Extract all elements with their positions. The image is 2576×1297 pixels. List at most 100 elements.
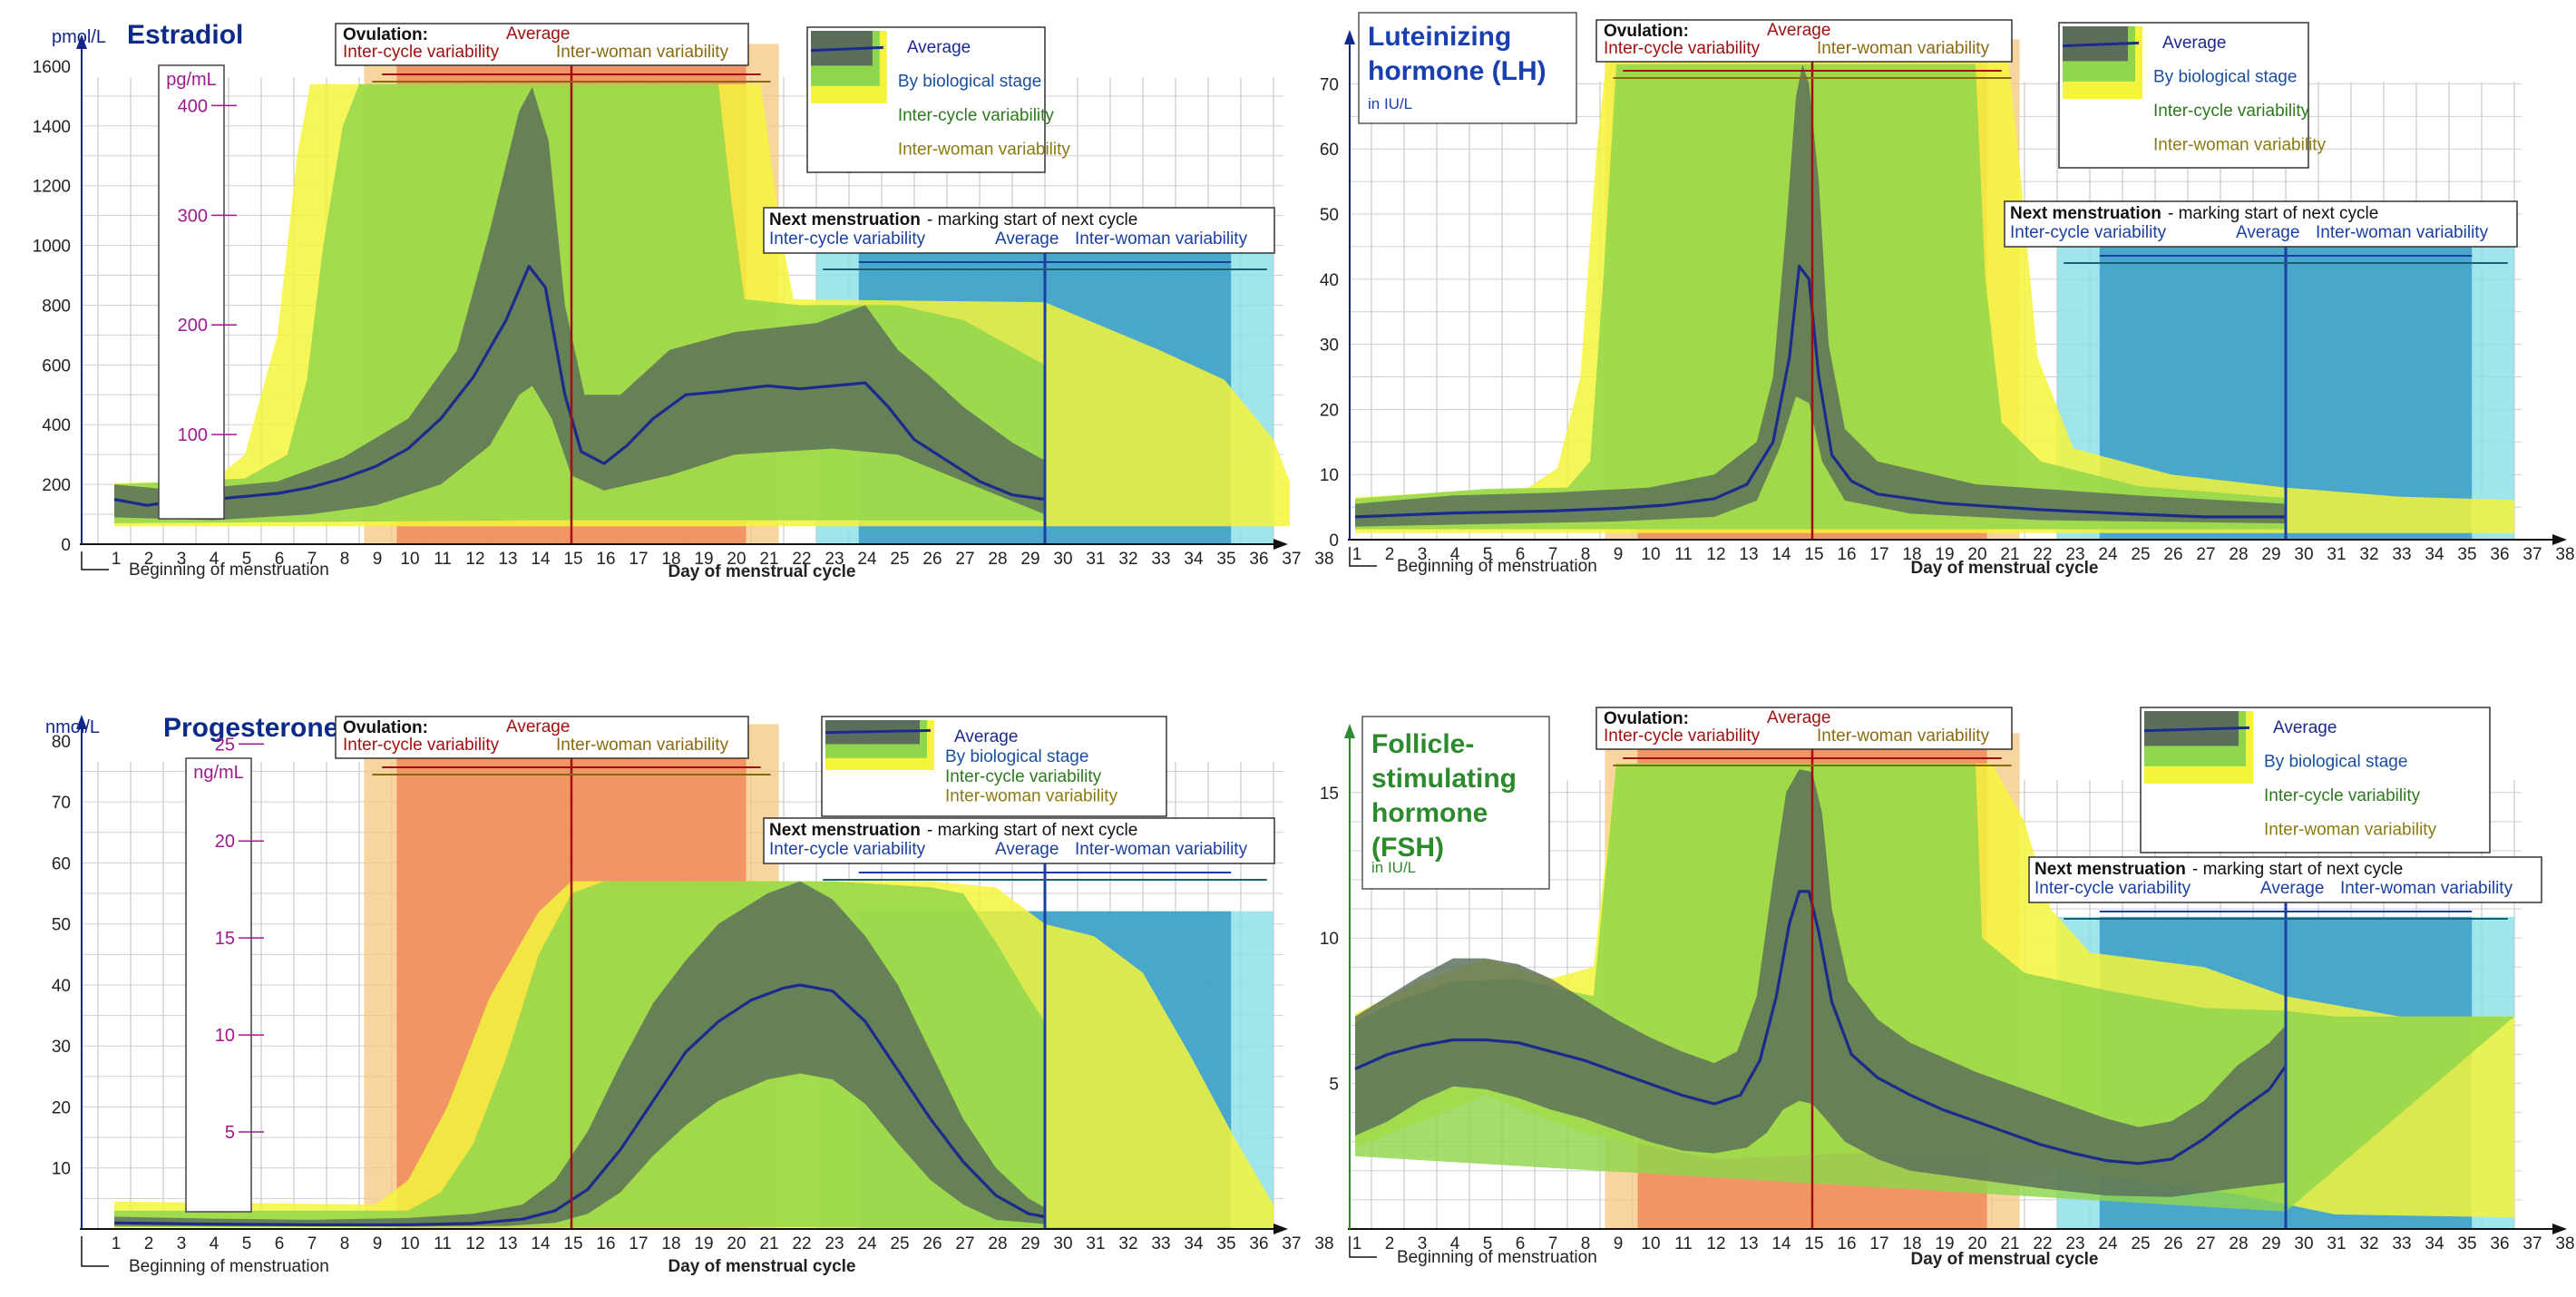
title-box [1358, 12, 1577, 124]
legend-bio-label: By biological stage [945, 747, 1088, 766]
x-axis-arrow [1273, 539, 1288, 550]
x-tick-label: 12 [465, 1234, 484, 1253]
x-tick-label: 5 [1483, 545, 1493, 564]
x-tick-label: 25 [890, 1234, 909, 1253]
ovulation-box [335, 716, 749, 759]
x-tick-label: 23 [825, 1234, 844, 1253]
y-tick-label: 1000 [33, 238, 71, 257]
x-tick-label: 35 [1216, 550, 1235, 569]
beginning-of-menstruation-label: Beginning of menstruation [129, 561, 329, 580]
y-tick-label: 80 [52, 733, 71, 752]
x-tick-label: 8 [1581, 545, 1591, 564]
x-tick-label: 32 [2359, 1234, 2378, 1253]
unit-right-label: pg/mL [166, 70, 217, 90]
next-interwoman-label: Inter-woman variability [2340, 879, 2513, 898]
x-tick-label: 25 [890, 550, 909, 569]
x-tick-label: 16 [596, 550, 615, 569]
x-tick-label: 30 [1053, 1234, 1072, 1253]
unit-left-label: pmol/L [52, 27, 106, 47]
next-menstruation-subtitle: - marking start of next cycle [2168, 204, 2378, 223]
beginning-marker [81, 551, 109, 570]
legend-cycle-label: Inter-cycle variability [2264, 786, 2421, 805]
x-tick-label: 26 [2163, 545, 2182, 564]
x-tick-label: 24 [857, 550, 877, 569]
chart-title-line: hormone (LH) [1368, 56, 1547, 86]
x-tick-label: 15 [1804, 1234, 1823, 1253]
chart-title-line: hormone [1371, 798, 1488, 828]
y-tick-label: 40 [1320, 271, 1339, 290]
x-tick-label: 13 [498, 1234, 517, 1253]
chart-title-line: (FSH) [1371, 833, 1444, 863]
ovulation-interwoman-label: Inter-woman variability [1817, 727, 1990, 746]
x-tick-label: 29 [2261, 545, 2280, 564]
legend-woman-label: Inter-woman variability [2264, 821, 2437, 840]
x-tick-label: 2 [1385, 1234, 1395, 1253]
next-average-label: Average [2260, 879, 2324, 898]
next-menstruation-box [2028, 856, 2542, 903]
x-tick-label: 7 [307, 550, 317, 569]
x-tick-label: 25 [2131, 1234, 2150, 1253]
ovulation-interwoman-label: Inter-woman variability [556, 43, 729, 62]
x-tick-label: 31 [2327, 545, 2346, 564]
x-tick-label: 37 [2522, 545, 2542, 564]
legend-swatch-average [2062, 41, 2140, 48]
x-tick-label: 24 [857, 1234, 877, 1253]
x-tick-label: 20 [727, 550, 746, 569]
next-interwoman-label: Inter-woman variability [1075, 229, 1248, 249]
x-axis-title: Day of menstrual cycle [668, 562, 856, 581]
next-intercycle-label: Inter-cycle variability [769, 229, 926, 249]
beginning-of-menstruation-label: Beginning of menstruation [1397, 1248, 1597, 1267]
x-tick-label: 38 [2555, 1234, 2574, 1253]
x-tick-label: 4 [210, 550, 220, 569]
average-line [113, 983, 1046, 1226]
x-tick-label: 11 [1674, 545, 1693, 564]
beginning-marker [81, 1236, 109, 1267]
x-tick-label: 26 [922, 1234, 942, 1253]
ovulation-average-label: Average [506, 24, 570, 44]
title-box [1361, 716, 1550, 890]
ovulation-average-label: Average [1767, 21, 1830, 40]
chart-title-line: Luteinizing [1368, 22, 1511, 52]
secondary-tick-label: 20 [215, 832, 235, 852]
x-tick-label: 38 [1314, 550, 1333, 569]
unit-note: in IU/L [1368, 95, 1412, 112]
x-tick-label: 17 [1869, 545, 1888, 564]
x-tick-label: 6 [1516, 545, 1526, 564]
x-tick-label: 36 [1249, 1234, 1268, 1253]
x-tick-label: 5 [242, 1234, 252, 1253]
x-tick-label: 3 [177, 1234, 187, 1253]
x-tick-label: 11 [1674, 1234, 1693, 1253]
x-tick-label: 34 [1184, 1234, 1204, 1253]
x-tick-label: 38 [2555, 545, 2574, 564]
x-tick-label: 19 [694, 1234, 713, 1253]
next-menstruation-subtitle: - marking start of next cycle [2192, 860, 2403, 879]
x-tick-label: 8 [340, 550, 350, 569]
x-tick-label: 35 [2457, 545, 2476, 564]
secondary-tick-label: 15 [215, 929, 235, 949]
x-tick-label: 35 [1216, 1234, 1235, 1253]
y-tick-label: 5 [1329, 1076, 1339, 1095]
secondary-tick-label: 100 [178, 425, 208, 445]
x-tick-label: 29 [1020, 1234, 1039, 1253]
x-tick-label: 27 [2196, 1234, 2215, 1253]
x-tick-label: 28 [2229, 545, 2248, 564]
legend-average-label: Average [954, 727, 1018, 746]
y-tick-label: 1600 [33, 58, 71, 77]
x-tick-label: 14 [531, 1234, 551, 1253]
y-tick-label: 800 [42, 297, 71, 316]
x-tick-label: 14 [531, 550, 551, 569]
legend-swatch-average [810, 45, 883, 53]
x-tick-label: 19 [1935, 1234, 1954, 1253]
x-tick-label: 24 [2098, 545, 2118, 564]
x-tick-label: 37 [2522, 1234, 2542, 1253]
biological-stage-band [114, 881, 1045, 1227]
y-tick-label: 60 [52, 854, 71, 873]
secondary-unit-box [158, 64, 225, 520]
next-average-label: Average [2236, 223, 2299, 242]
x-tick-label: 36 [2490, 1234, 2509, 1253]
x-tick-label: 12 [1706, 545, 1725, 564]
x-tick-label: 22 [792, 1234, 811, 1253]
x-tick-label: 32 [1118, 550, 1137, 569]
average-line [113, 265, 1046, 507]
